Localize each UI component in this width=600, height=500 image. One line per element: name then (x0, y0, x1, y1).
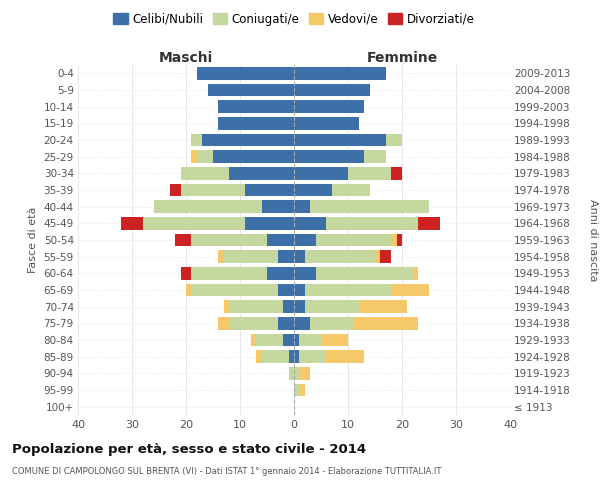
Text: Maschi: Maschi (159, 51, 213, 65)
Bar (181, 184, 245, 196)
Bar (294, 300, 305, 313)
Bar (294, 234, 316, 246)
Bar (391, 167, 402, 179)
Y-axis label: Fasce di età: Fasce di età (28, 207, 38, 273)
Bar (391, 284, 429, 296)
Bar (326, 217, 418, 230)
Bar (197, 67, 294, 80)
Bar (294, 350, 299, 363)
Bar (299, 367, 310, 380)
Bar (294, 134, 386, 146)
Bar (332, 184, 370, 196)
Bar (143, 217, 245, 230)
Bar (229, 317, 278, 330)
Bar (305, 284, 391, 296)
Bar (245, 184, 294, 196)
Bar (294, 100, 364, 113)
Bar (359, 300, 407, 313)
Bar (218, 117, 294, 130)
Bar (375, 250, 380, 263)
Bar (251, 334, 256, 346)
Legend: Celibi/Nubili, Coniugati/e, Vedovi/e, Divorziati/e: Celibi/Nubili, Coniugati/e, Vedovi/e, Di… (109, 8, 479, 30)
Bar (186, 284, 191, 296)
Bar (278, 284, 294, 296)
Bar (310, 317, 353, 330)
Bar (294, 167, 348, 179)
Bar (262, 200, 294, 213)
Text: COMUNE DI CAMPOLONGO SUL BRENTA (VI) - Dati ISTAT 1° gennaio 2014 - Elaborazione: COMUNE DI CAMPOLONGO SUL BRENTA (VI) - D… (12, 468, 442, 476)
Bar (289, 367, 294, 380)
Bar (326, 350, 364, 363)
Bar (202, 134, 294, 146)
Bar (316, 267, 413, 280)
Bar (256, 350, 262, 363)
Bar (294, 150, 364, 163)
Bar (218, 317, 229, 330)
Bar (121, 217, 143, 230)
Bar (191, 134, 202, 146)
Bar (294, 200, 310, 213)
Bar (294, 367, 299, 380)
Bar (175, 234, 191, 246)
Bar (294, 250, 305, 263)
Bar (283, 334, 294, 346)
Bar (316, 234, 391, 246)
Bar (213, 150, 294, 163)
Bar (397, 234, 402, 246)
Bar (418, 217, 440, 230)
Y-axis label: Anni di nascita: Anni di nascita (587, 198, 598, 281)
Bar (181, 267, 191, 280)
Bar (386, 134, 402, 146)
Bar (294, 334, 299, 346)
Text: Femmine: Femmine (367, 51, 437, 65)
Bar (299, 350, 326, 363)
Bar (294, 284, 305, 296)
Bar (267, 234, 294, 246)
Bar (256, 334, 283, 346)
Bar (294, 317, 310, 330)
Bar (305, 300, 359, 313)
Bar (310, 200, 429, 213)
Bar (278, 317, 294, 330)
Bar (294, 184, 332, 196)
Bar (294, 217, 326, 230)
Bar (229, 300, 283, 313)
Bar (289, 350, 294, 363)
Bar (208, 84, 294, 96)
Bar (191, 150, 197, 163)
Bar (191, 284, 278, 296)
Bar (262, 350, 289, 363)
Bar (294, 267, 316, 280)
Bar (191, 267, 267, 280)
Bar (294, 67, 386, 80)
Bar (299, 334, 321, 346)
Bar (380, 250, 391, 263)
Bar (218, 250, 224, 263)
Bar (267, 267, 294, 280)
Bar (154, 200, 262, 213)
Bar (224, 250, 278, 263)
Bar (348, 167, 391, 179)
Bar (305, 250, 375, 263)
Bar (191, 234, 267, 246)
Bar (321, 334, 348, 346)
Text: Popolazione per età, sesso e stato civile - 2014: Popolazione per età, sesso e stato civil… (12, 442, 366, 456)
Bar (294, 117, 359, 130)
Bar (181, 167, 229, 179)
Bar (353, 317, 418, 330)
Bar (413, 267, 418, 280)
Bar (224, 300, 229, 313)
Bar (229, 167, 294, 179)
Bar (294, 84, 370, 96)
Bar (364, 150, 386, 163)
Bar (299, 384, 305, 396)
Bar (283, 300, 294, 313)
Bar (278, 250, 294, 263)
Bar (218, 100, 294, 113)
Bar (391, 234, 397, 246)
Bar (245, 217, 294, 230)
Bar (197, 150, 213, 163)
Bar (294, 384, 299, 396)
Bar (170, 184, 181, 196)
